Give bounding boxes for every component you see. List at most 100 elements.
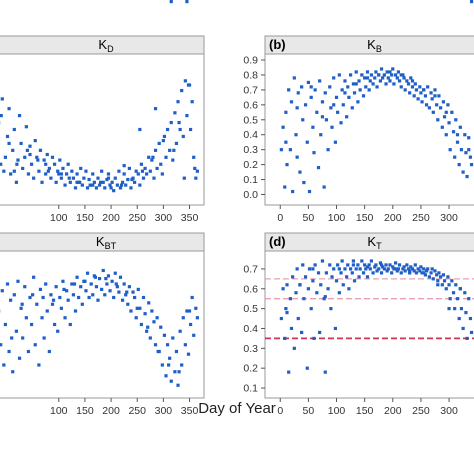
data-point bbox=[94, 285, 99, 289]
data-point bbox=[336, 110, 340, 114]
data-point bbox=[2, 363, 6, 367]
data-point bbox=[454, 283, 458, 287]
data-point bbox=[47, 349, 51, 354]
data-point bbox=[423, 94, 428, 98]
data-point bbox=[192, 333, 196, 337]
data-point bbox=[351, 82, 355, 86]
data-point bbox=[35, 302, 39, 306]
data-point bbox=[0, 343, 3, 347]
data-point bbox=[130, 177, 134, 182]
data-point bbox=[63, 183, 67, 187]
data-point bbox=[159, 325, 163, 329]
data-point bbox=[324, 271, 328, 275]
data-point bbox=[412, 269, 416, 273]
data-point bbox=[436, 279, 440, 283]
data-point bbox=[97, 183, 102, 187]
data-point bbox=[384, 263, 388, 267]
x-tick-label: 250 bbox=[128, 405, 146, 417]
data-point bbox=[382, 267, 386, 271]
data-point bbox=[40, 180, 44, 184]
data-point bbox=[122, 282, 126, 286]
data-point bbox=[320, 100, 325, 104]
data-point bbox=[354, 267, 358, 271]
data-point bbox=[312, 151, 316, 155]
data-point bbox=[294, 133, 298, 137]
y-tick-label: 0.3 bbox=[243, 144, 258, 156]
data-point bbox=[19, 141, 23, 145]
data-point bbox=[195, 169, 199, 173]
y-tick-label: 0.9 bbox=[243, 55, 258, 67]
data-point bbox=[120, 180, 125, 184]
data-point bbox=[63, 316, 67, 320]
data-point bbox=[459, 148, 464, 152]
data-point bbox=[33, 343, 37, 347]
data-point bbox=[337, 267, 341, 271]
data-point bbox=[386, 267, 390, 271]
data-point bbox=[49, 176, 53, 180]
data-point bbox=[41, 295, 45, 300]
data-point bbox=[139, 322, 144, 327]
data-point bbox=[96, 298, 100, 302]
data-point bbox=[324, 118, 328, 122]
data-point bbox=[169, 379, 173, 383]
data-point bbox=[183, 343, 187, 347]
data-point bbox=[358, 267, 362, 271]
data-point bbox=[367, 88, 371, 92]
data-point bbox=[340, 259, 344, 263]
data-point bbox=[21, 166, 25, 171]
data-point bbox=[334, 279, 339, 283]
data-point bbox=[17, 114, 22, 118]
data-point bbox=[295, 267, 299, 271]
data-point bbox=[329, 307, 333, 311]
data-point bbox=[447, 283, 451, 287]
data-point bbox=[311, 279, 315, 283]
data-point bbox=[378, 261, 383, 265]
data-point bbox=[369, 73, 374, 77]
data-point bbox=[75, 180, 79, 184]
data-point bbox=[119, 183, 124, 187]
data-point bbox=[405, 263, 409, 267]
data-point bbox=[455, 297, 460, 301]
data-point bbox=[464, 310, 468, 315]
data-point bbox=[178, 127, 182, 132]
data-point bbox=[0, 97, 4, 101]
data-point bbox=[394, 73, 398, 77]
data-point bbox=[52, 162, 57, 166]
data-point bbox=[180, 88, 184, 93]
data-point bbox=[135, 306, 139, 310]
data-point bbox=[283, 185, 287, 189]
data-point bbox=[112, 295, 116, 300]
data-point bbox=[133, 180, 137, 184]
data-point bbox=[103, 293, 107, 297]
data-point bbox=[382, 73, 386, 77]
data-point bbox=[313, 88, 317, 92]
data-point bbox=[408, 271, 412, 275]
data-point bbox=[3, 322, 8, 327]
data-point bbox=[16, 158, 20, 162]
data-point bbox=[394, 261, 398, 265]
data-point bbox=[461, 326, 465, 331]
data-point bbox=[66, 298, 70, 302]
data-point bbox=[420, 271, 424, 275]
data-point bbox=[49, 293, 53, 297]
data-point bbox=[305, 366, 309, 370]
data-point bbox=[458, 287, 462, 291]
data-point bbox=[145, 329, 149, 333]
data-point bbox=[118, 275, 123, 279]
data-point bbox=[47, 166, 51, 171]
data-point bbox=[457, 316, 461, 321]
data-point bbox=[177, 370, 181, 374]
data-point bbox=[42, 158, 46, 162]
x-tick-label: 300 bbox=[155, 212, 173, 224]
y-tick-label: 0.8 bbox=[243, 69, 258, 81]
data-point bbox=[390, 271, 394, 275]
data-point bbox=[390, 73, 394, 77]
data-point bbox=[401, 267, 405, 271]
data-point bbox=[120, 298, 125, 302]
data-point bbox=[381, 265, 385, 269]
data-point bbox=[172, 148, 176, 152]
data-point bbox=[157, 141, 161, 145]
data-point bbox=[38, 148, 43, 152]
data-point bbox=[136, 172, 140, 176]
data-point bbox=[354, 82, 358, 86]
